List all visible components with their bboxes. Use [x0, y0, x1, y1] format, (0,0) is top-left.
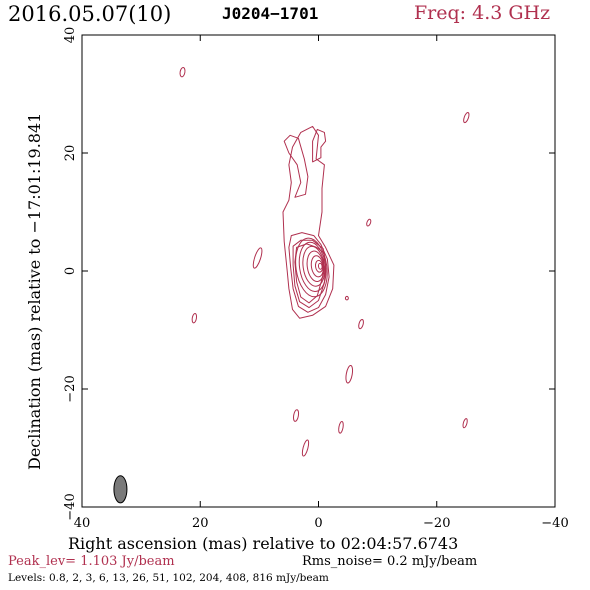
core-contour-ellipse: [306, 250, 325, 283]
noise-contour-blob: [366, 218, 372, 227]
jet-contours: [179, 67, 470, 457]
epoch-date: 2016.05.07(10): [8, 2, 172, 26]
x-axis-label: Right ascension (mas) relative to 02:04:…: [68, 534, 459, 553]
core-contour-ellipse: [317, 262, 323, 270]
jet-contour-line: [288, 232, 330, 313]
noise-contour-blob: [358, 319, 364, 330]
noise-contour-blob: [301, 439, 310, 457]
y-tick-label: 40: [63, 27, 78, 44]
extended-contour-line: [283, 134, 309, 198]
beam-ellipse: [113, 475, 128, 504]
jet-contour-line: [294, 243, 325, 304]
y-tick-label: 20: [63, 145, 78, 162]
noise-contour-blob: [292, 409, 300, 422]
peak-level: Peak_lev= 1.103 Jy/beam: [8, 554, 175, 569]
y-tick-label: −40: [63, 493, 78, 520]
noise-contour-blob: [191, 313, 198, 324]
y-tick-label: 0: [63, 267, 78, 275]
extended-contour-line: [312, 128, 327, 163]
contour-levels: Levels: 0.8, 2, 3, 6, 13, 26, 51, 102, 2…: [8, 572, 329, 584]
y-tick-label: −20: [63, 375, 78, 402]
noise-contour-blob: [338, 421, 344, 434]
core-contour-ellipse: [302, 245, 326, 287]
plot-frame: [81, 34, 556, 508]
noise-contour-blob: [462, 418, 468, 429]
x-tick-label: 0: [314, 516, 322, 531]
x-tick-label: −20: [423, 516, 450, 531]
core-contour-ellipse: [314, 259, 324, 273]
x-tick-label: −40: [541, 516, 568, 531]
frequency-label: Freq: 4.3 GHz: [414, 2, 551, 24]
noise-contour-blob: [252, 247, 263, 269]
core-contour-ellipse: [310, 255, 324, 278]
x-tick-label: 40: [74, 516, 91, 531]
noise-contour-blob: [344, 295, 349, 301]
rms-noise: Rms_noise= 0.2 mJy/beam: [302, 554, 478, 569]
x-tick-label: 20: [192, 516, 209, 531]
y-axis-label: Declination (mas) relative to −17:01:19.…: [25, 113, 44, 470]
noise-contour-blob: [345, 365, 354, 384]
beam-ellipse-group: [113, 475, 128, 504]
noise-contour-blob: [463, 112, 470, 124]
core-contour-ellipse: [298, 241, 327, 292]
noise-contour-blob: [179, 67, 186, 78]
source-name: J0204−1701: [222, 4, 319, 23]
core-contour-ellipse: [295, 237, 328, 298]
